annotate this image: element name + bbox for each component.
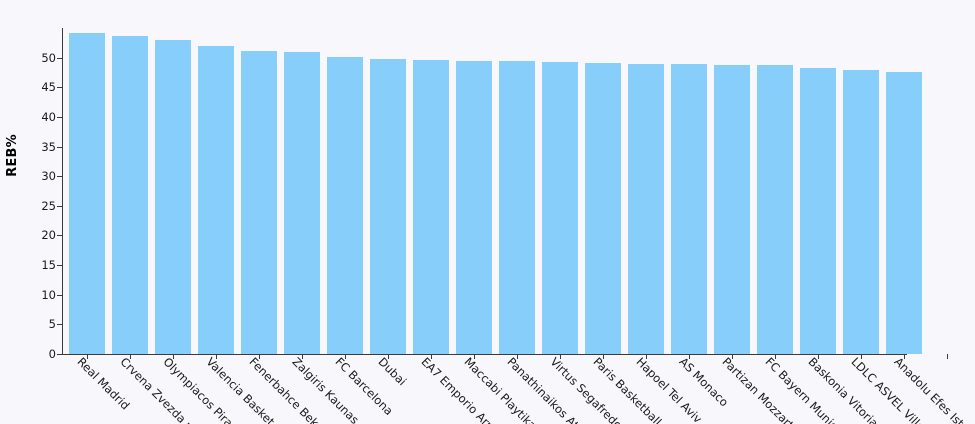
x-axis-tick xyxy=(388,354,389,359)
x-axis-tick xyxy=(345,354,346,359)
y-axis-tick-label: 25 xyxy=(28,198,56,213)
y-axis-tick xyxy=(57,146,62,148)
x-axis-tick xyxy=(904,354,905,359)
y-axis-tick-label-text: 30 xyxy=(41,169,56,184)
y-axis-tick-label-text: 15 xyxy=(41,258,56,273)
bar[interactable] xyxy=(155,39,191,354)
y-axis-tick xyxy=(57,324,62,326)
bar[interactable] xyxy=(499,61,535,354)
y-axis-tick-label: 15 xyxy=(28,258,56,273)
y-axis-tick-label-text: 20 xyxy=(41,228,56,243)
x-axis-tick xyxy=(818,354,819,359)
bar[interactable] xyxy=(585,62,621,354)
bar[interactable] xyxy=(671,64,707,354)
y-axis-tick xyxy=(57,57,62,59)
bar[interactable] xyxy=(843,69,879,354)
x-axis-tick xyxy=(517,354,518,359)
y-axis-tick xyxy=(57,87,62,89)
y-axis-tick xyxy=(57,354,62,355)
y-axis-tick-label-text: 45 xyxy=(41,80,56,95)
y-axis-tick-label: 40 xyxy=(28,109,56,124)
y-axis-tick xyxy=(57,205,62,207)
x-axis-tick xyxy=(646,354,647,359)
bar[interactable] xyxy=(714,64,750,354)
bar[interactable] xyxy=(198,45,234,354)
bar[interactable] xyxy=(456,60,492,354)
y-axis-title: REB% xyxy=(0,115,24,195)
x-axis-tick xyxy=(689,354,690,359)
x-axis-tick xyxy=(87,354,88,359)
y-axis-tick-label-text: 10 xyxy=(41,287,56,302)
bar[interactable] xyxy=(757,65,793,354)
y-axis-tick-label-text: 40 xyxy=(41,109,56,124)
x-axis-tick xyxy=(431,354,432,359)
x-axis-spine xyxy=(62,354,907,355)
bar[interactable] xyxy=(241,51,277,354)
y-axis-tick-label: 35 xyxy=(28,139,56,154)
plot-area xyxy=(57,28,948,359)
x-axis-tick xyxy=(130,354,131,359)
y-axis-tick-label: 45 xyxy=(28,80,56,95)
y-axis-tick xyxy=(57,294,62,296)
x-axis-tick-label: Dubai xyxy=(375,356,410,389)
bar[interactable] xyxy=(542,61,578,354)
y-axis-tick-label: 30 xyxy=(28,169,56,184)
x-axis-tick xyxy=(302,354,303,359)
x-axis-tick xyxy=(775,354,776,359)
bar[interactable] xyxy=(628,63,664,354)
y-axis-tick-label-text: 0 xyxy=(48,347,56,361)
x-axis-tick xyxy=(732,354,733,359)
y-axis-tick-label-text: 25 xyxy=(41,198,56,213)
y-axis-tick-label: 10 xyxy=(28,287,56,302)
y-axis-tick xyxy=(57,265,62,267)
y-axis-tick-labels: 0 5 10 15 20 25 30 35 40 45 50 xyxy=(28,28,56,361)
bar[interactable] xyxy=(800,68,836,354)
bar[interactable] xyxy=(413,60,449,354)
y-axis-tick-label: 0 xyxy=(28,347,56,361)
bar[interactable] xyxy=(69,33,105,354)
y-axis-tick xyxy=(57,116,62,118)
x-axis-tick-labels: Real Madrid Crvena Zvezda mts Belgrade Oly… xyxy=(62,356,975,424)
y-axis-spine xyxy=(62,28,63,354)
y-axis-tick-label: 5 xyxy=(28,317,56,332)
y-axis-title-text: REB% xyxy=(4,133,20,177)
x-axis-tick xyxy=(560,354,561,359)
x-axis-tick xyxy=(173,354,174,359)
y-axis-tick xyxy=(57,235,62,237)
y-axis-tick-label-text: 50 xyxy=(41,50,56,65)
x-axis-tick xyxy=(216,354,217,359)
y-axis-tick-label: 20 xyxy=(28,228,56,243)
bar[interactable] xyxy=(370,59,406,354)
y-axis-tick-label-text: 35 xyxy=(41,139,56,154)
y-axis-tick-label: 50 xyxy=(28,50,56,65)
bar[interactable] xyxy=(284,52,320,354)
x-axis-tick xyxy=(474,354,475,359)
x-axis-tick xyxy=(861,354,862,359)
bar[interactable] xyxy=(886,71,922,354)
bar[interactable] xyxy=(112,35,148,354)
x-axis-tick xyxy=(603,354,604,359)
x-axis-tick xyxy=(947,354,948,359)
x-axis-tick xyxy=(259,354,260,359)
y-axis-tick xyxy=(57,176,62,178)
bar[interactable] xyxy=(327,57,363,354)
y-axis-tick-label-text: 5 xyxy=(48,317,56,332)
